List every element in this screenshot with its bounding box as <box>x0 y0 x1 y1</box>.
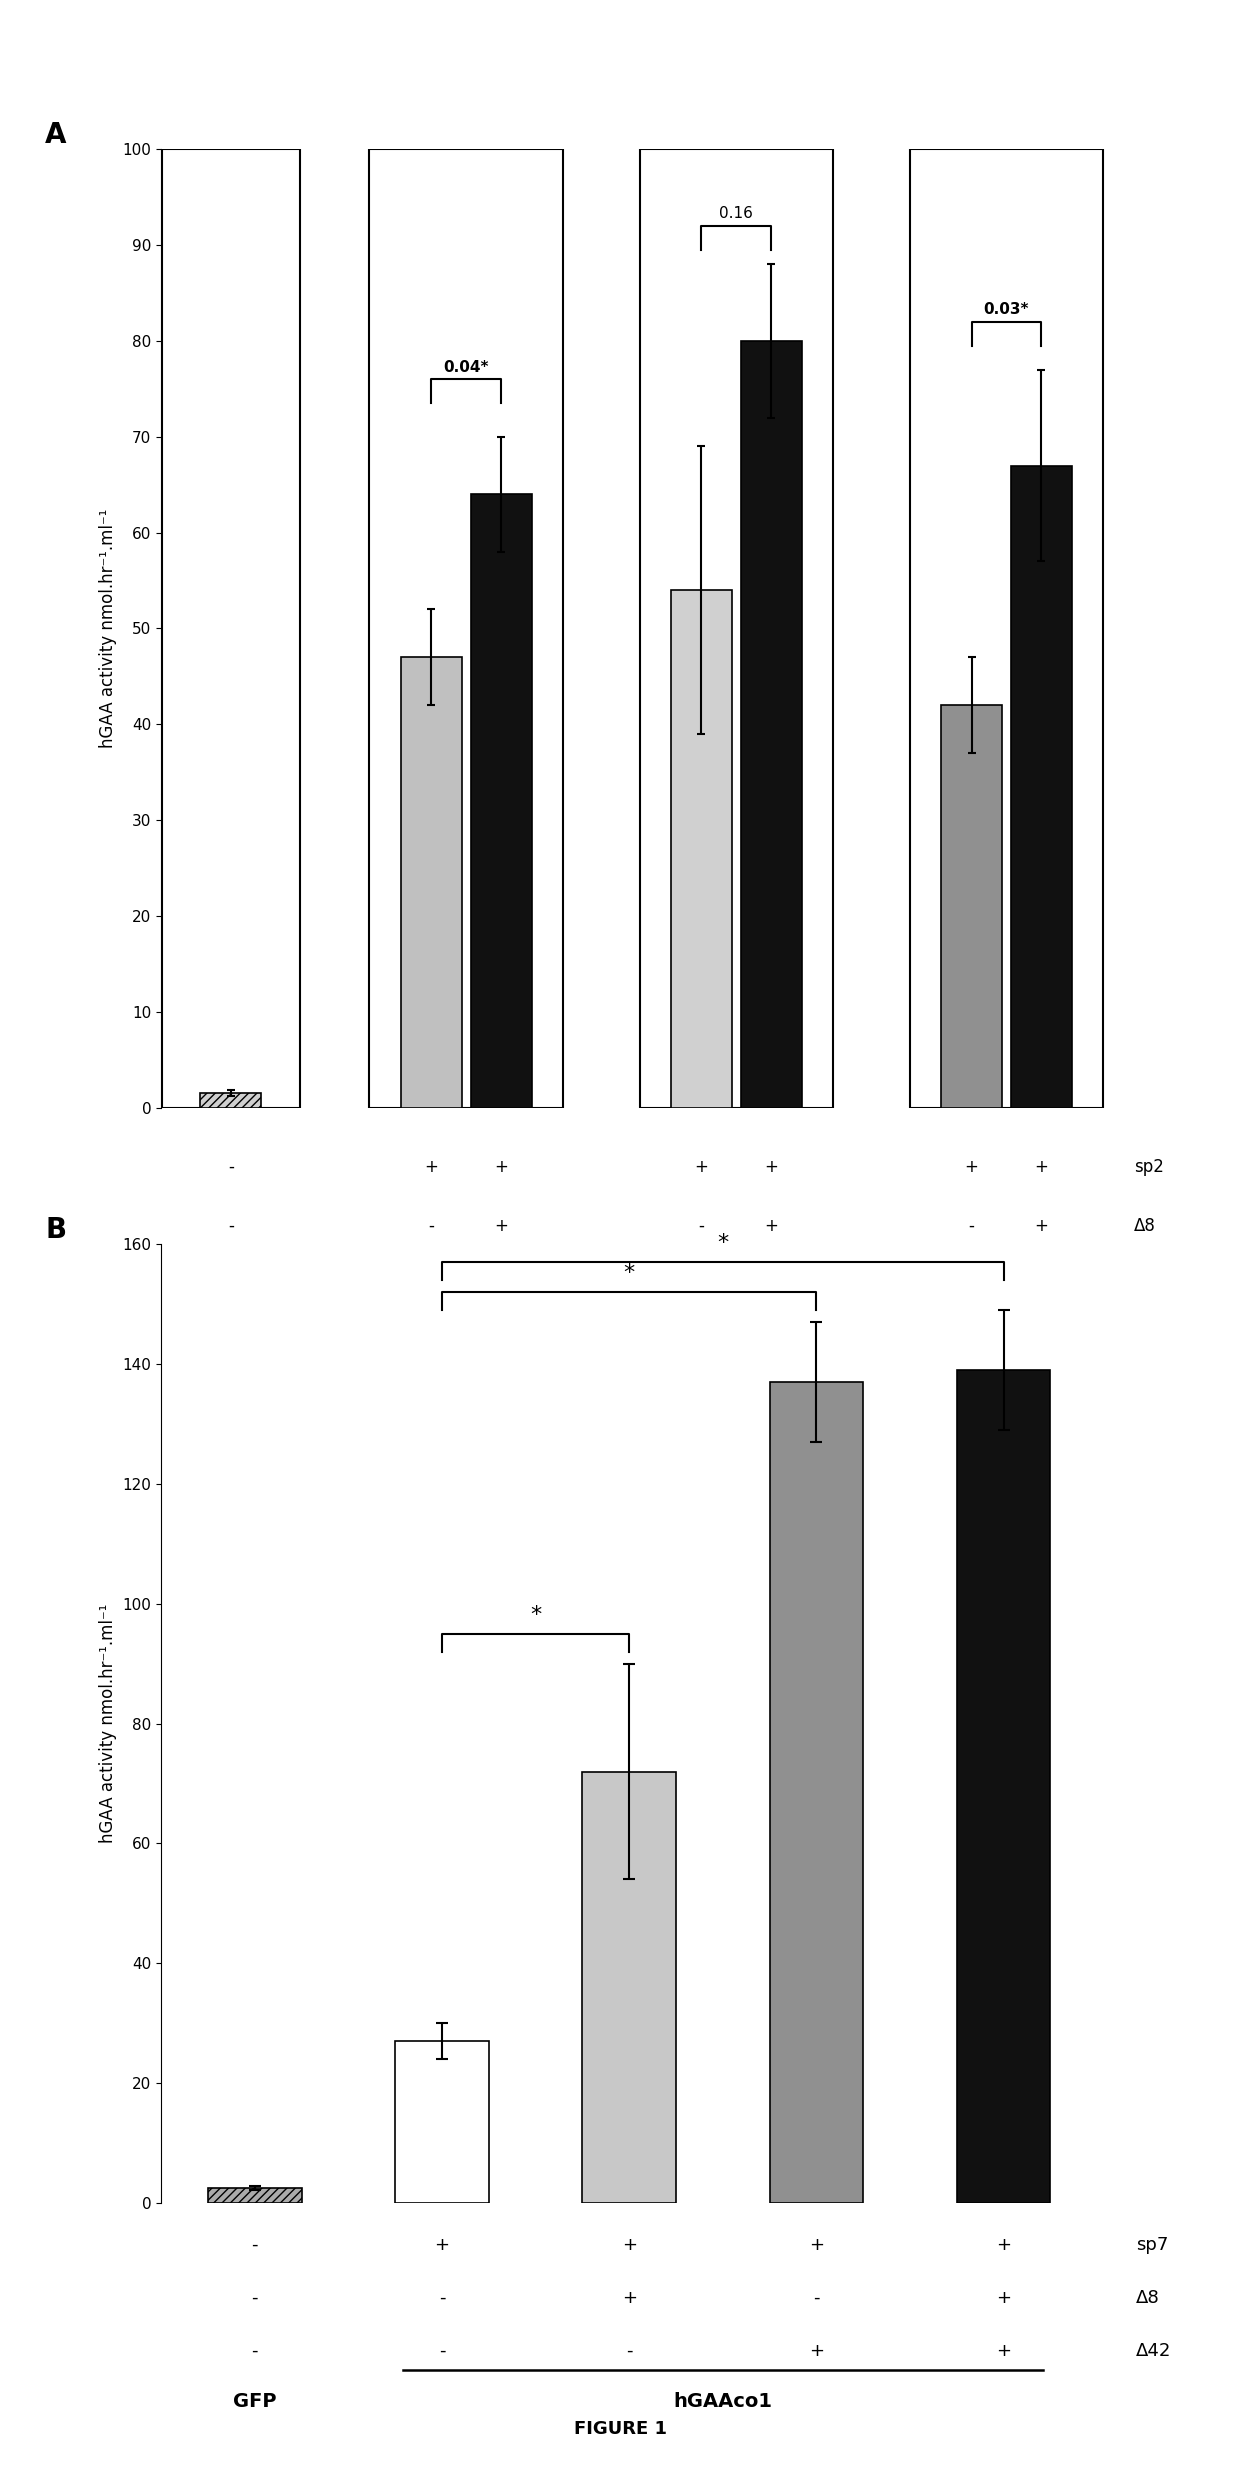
Bar <box>401 657 461 1108</box>
Text: hGAAco1: hGAAco1 <box>673 2392 773 2412</box>
Text: +: + <box>621 2235 636 2255</box>
Bar <box>396 2041 489 2203</box>
Text: +: + <box>808 2342 823 2360</box>
Text: sp2: sp2 <box>1133 1157 1163 1175</box>
Text: *: * <box>529 1605 541 1625</box>
Text: +: + <box>996 2290 1011 2307</box>
Text: +: + <box>764 1217 777 1235</box>
Text: +: + <box>764 1157 777 1175</box>
Text: +: + <box>996 2235 1011 2255</box>
Text: GFP: GFP <box>233 2392 277 2412</box>
Text: A: A <box>45 119 67 149</box>
Text: -: - <box>813 2290 820 2307</box>
Bar <box>740 341 801 1108</box>
Text: +: + <box>1034 1217 1048 1235</box>
Bar <box>208 2188 301 2203</box>
Text: +: + <box>694 1157 708 1175</box>
Bar <box>583 1772 676 2203</box>
Text: -: - <box>228 1157 234 1175</box>
Text: 0.03*: 0.03* <box>983 301 1029 316</box>
Text: hGAAco2: hGAAco2 <box>961 1294 1052 1312</box>
Bar <box>201 1093 262 1108</box>
Bar <box>941 704 1002 1108</box>
Text: Δ8: Δ8 <box>1136 2290 1159 2307</box>
Text: GFP: GFP <box>211 1294 250 1312</box>
Text: 0.16: 0.16 <box>719 207 753 222</box>
Text: hGAA: hGAA <box>439 1294 494 1312</box>
Text: -: - <box>252 2235 258 2255</box>
Text: -: - <box>626 2342 632 2360</box>
Y-axis label: hGAA activity nmol.hr⁻¹.ml⁻¹: hGAA activity nmol.hr⁻¹.ml⁻¹ <box>99 508 117 749</box>
Text: +: + <box>494 1217 508 1235</box>
Text: *: * <box>624 1264 635 1284</box>
Text: Δ8: Δ8 <box>1133 1217 1156 1235</box>
Text: B: B <box>45 1215 66 1244</box>
Text: +: + <box>996 2342 1011 2360</box>
Bar <box>671 590 732 1108</box>
Text: +: + <box>621 2290 636 2307</box>
Text: +: + <box>965 1157 978 1175</box>
Text: +: + <box>808 2235 823 2255</box>
Text: +: + <box>1034 1157 1048 1175</box>
Text: FIGURE 1: FIGURE 1 <box>573 2419 667 2439</box>
Text: -: - <box>968 1217 975 1235</box>
Text: +: + <box>434 2235 449 2255</box>
Text: -: - <box>698 1217 704 1235</box>
Text: -: - <box>439 2290 445 2307</box>
Bar <box>1011 465 1071 1108</box>
Text: -: - <box>428 1217 434 1235</box>
Text: -: - <box>252 2342 258 2360</box>
Text: sp7: sp7 <box>1136 2235 1168 2255</box>
Bar <box>910 149 1104 1108</box>
Bar <box>770 1381 863 2203</box>
Text: 0.04*: 0.04* <box>444 358 489 373</box>
Text: -: - <box>252 2290 258 2307</box>
Bar <box>470 495 532 1108</box>
Text: +: + <box>424 1157 438 1175</box>
Bar <box>957 1371 1050 2203</box>
Text: +: + <box>494 1157 508 1175</box>
Bar <box>370 149 563 1108</box>
Text: Δ42: Δ42 <box>1136 2342 1172 2360</box>
Text: *: * <box>717 1235 728 1254</box>
Bar <box>162 149 300 1108</box>
Text: -: - <box>228 1217 234 1235</box>
Text: hGAAco1: hGAAco1 <box>691 1294 781 1312</box>
Text: -: - <box>439 2342 445 2360</box>
Bar <box>640 149 833 1108</box>
Y-axis label: hGAA activity nmol.hr⁻¹.ml⁻¹: hGAA activity nmol.hr⁻¹.ml⁻¹ <box>99 1603 117 1844</box>
